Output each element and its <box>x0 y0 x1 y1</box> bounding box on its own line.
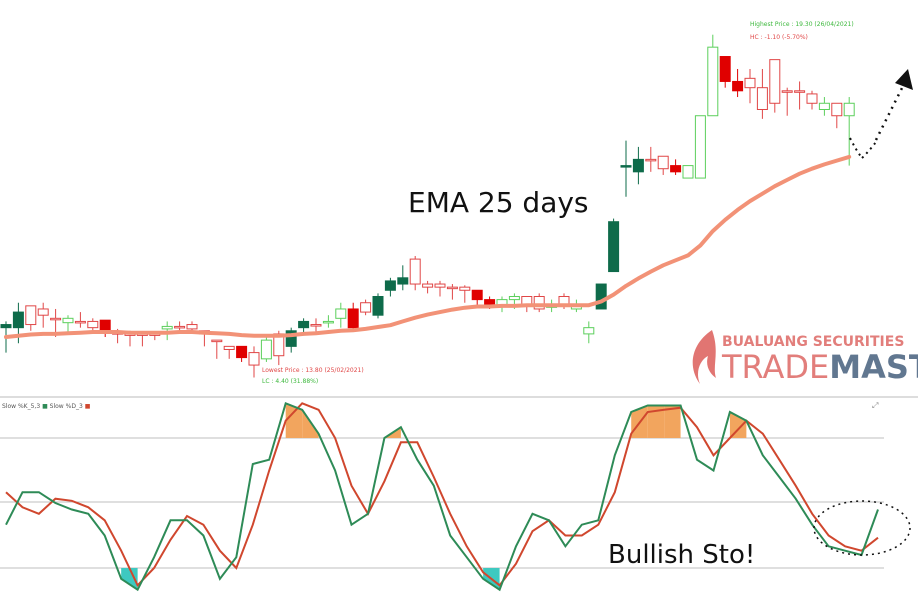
candle-body <box>25 305 37 326</box>
candle-body <box>211 339 223 343</box>
candle-body <box>248 352 260 366</box>
sto-d-legend: Slow %D_3 <box>50 403 83 410</box>
candle-body <box>360 302 372 313</box>
candle-body <box>707 46 719 117</box>
highest-price-label: Highest Price : 19.30 (26/04/2021) <box>750 21 854 28</box>
candle-body <box>459 286 471 291</box>
candle-body <box>298 320 310 329</box>
candle-body <box>806 93 818 104</box>
candle-body <box>236 345 248 359</box>
flame-logo-icon <box>692 330 716 384</box>
oversold-shade <box>121 568 138 590</box>
overbought-shade <box>647 405 665 438</box>
hc-label: HC : -1.10 (-5.70%) <box>750 34 808 41</box>
candle-body <box>818 102 830 111</box>
candle-body <box>335 308 347 319</box>
sto-k-legend: Slow %K_5,3 <box>2 403 40 410</box>
candle-body <box>74 320 86 324</box>
candle-body <box>434 283 446 288</box>
candle-body <box>12 311 24 329</box>
watermark-master-text: MASTER <box>829 348 918 386</box>
candle-body <box>310 324 322 327</box>
candle-body <box>99 319 111 332</box>
candle-body <box>372 296 384 316</box>
candle-body <box>50 317 62 321</box>
lowest-price-label: Lowest Price : 13.80 (25/02/2021) <box>262 367 364 374</box>
candle-body <box>608 221 620 273</box>
candle-body <box>260 339 272 360</box>
candle-body <box>62 317 74 324</box>
candle-body <box>533 296 545 310</box>
candle-body <box>769 59 781 104</box>
overbought-shade <box>664 405 681 438</box>
candle-body <box>37 308 49 316</box>
dotted-pointer <box>849 137 877 159</box>
candle-body <box>0 324 12 329</box>
overbought-shade <box>285 403 303 438</box>
slow-d-line <box>5 402 879 588</box>
expand-panel-icon[interactable]: ⤢ <box>871 401 878 410</box>
candle-body <box>322 320 334 324</box>
arrow-head-icon <box>895 69 913 90</box>
candle-body <box>657 155 669 170</box>
ema-annotation: EMA 25 days <box>408 186 589 219</box>
candle-body <box>595 283 607 310</box>
watermark-top-text: BUALUANG SECURITIES <box>722 334 904 350</box>
candle-body <box>694 115 706 179</box>
candle-body <box>732 80 744 92</box>
candle-body <box>781 90 793 93</box>
candle-body <box>719 56 731 82</box>
candle-body <box>384 280 396 291</box>
sto-annotation: Bullish Sto! <box>608 540 755 570</box>
candlestick-series <box>0 34 855 378</box>
candle-body <box>285 330 297 347</box>
candle-body <box>174 325 186 329</box>
candle-body <box>223 345 235 350</box>
watermark-trade-text: TRADE <box>721 348 829 386</box>
candle-body <box>583 327 595 335</box>
candle-body <box>756 87 768 110</box>
candle-body <box>347 308 359 329</box>
candle-body <box>682 165 694 179</box>
candle-body <box>87 320 99 329</box>
lc-label: LC : 4.40 (31.88%) <box>262 378 318 385</box>
sto-legend: Slow %K_5,3 ■ Slow %D_3 ■ <box>2 403 91 410</box>
dotted-ellipse <box>813 500 911 556</box>
candle-body <box>620 165 632 168</box>
candle-body <box>670 165 682 173</box>
candle-body <box>446 286 458 290</box>
tradermaster-watermark: BUALUANG SECURITIES TRADEMASTER <box>692 330 918 386</box>
candle-body <box>397 277 409 285</box>
ema-25-line <box>4 154 852 339</box>
candle-body <box>186 324 198 330</box>
dotted-arrow-line <box>874 83 906 141</box>
candle-body <box>843 102 855 117</box>
candle-body <box>632 158 644 173</box>
candle-body <box>471 289 483 301</box>
candle-body <box>831 102 843 117</box>
candle-body <box>744 77 756 89</box>
slow-k-line <box>5 401 879 592</box>
candle-body <box>645 158 657 162</box>
candle-body <box>508 296 520 301</box>
candle-body <box>161 325 173 330</box>
sto-shading <box>121 403 747 590</box>
svg-text:TRADEMASTER: TRADEMASTER <box>721 348 918 386</box>
candle-body <box>409 258 421 285</box>
candle-body <box>422 283 434 288</box>
candle-body <box>794 90 806 93</box>
